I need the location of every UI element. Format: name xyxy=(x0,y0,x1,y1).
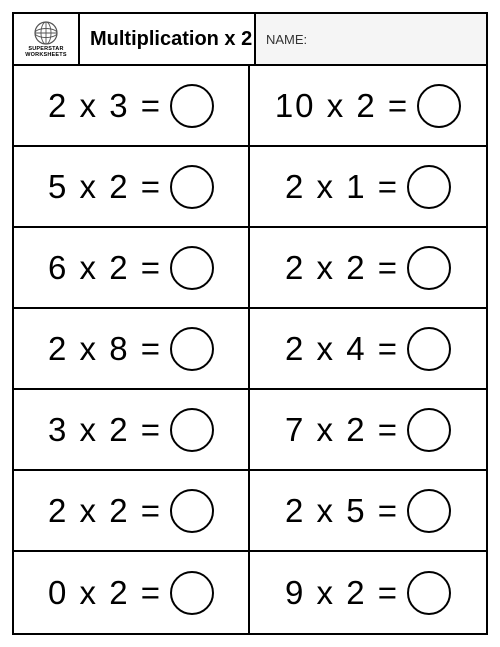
problem-cell: 9 x 2 = xyxy=(250,552,486,633)
problem-cell: 2 x 3 = xyxy=(14,66,250,147)
equation-text: 7 x 2 = xyxy=(285,411,399,449)
answer-circle[interactable] xyxy=(170,489,214,533)
problem-cell: 2 x 5 = xyxy=(250,471,486,552)
answer-circle[interactable] xyxy=(407,571,451,615)
problem-cell: 5 x 2 = xyxy=(14,147,250,228)
answer-circle[interactable] xyxy=(170,408,214,452)
name-field[interactable]: NAME: xyxy=(256,14,486,64)
logo-cell: SUPERSTAR WORKSHEETS xyxy=(14,14,80,64)
equation-text: 3 x 2 = xyxy=(48,411,162,449)
answer-circle[interactable] xyxy=(170,246,214,290)
answer-circle[interactable] xyxy=(170,165,214,209)
problem-cell: 2 x 1 = xyxy=(250,147,486,228)
problem-cell: 0 x 2 = xyxy=(14,552,250,633)
answer-circle[interactable] xyxy=(407,408,451,452)
problem-cell: 2 x 4 = xyxy=(250,309,486,390)
problem-grid: 2 x 3 = 10 x 2 = 5 x 2 = 2 x 1 = 6 x 2 = 2 x … xyxy=(14,66,486,633)
worksheet: SUPERSTAR WORKSHEETS Multiplication x 2 … xyxy=(12,12,488,635)
equation-text: 2 x 2 = xyxy=(285,249,399,287)
equation-text: 5 x 2 = xyxy=(48,168,162,206)
equation-text: 2 x 5 = xyxy=(285,492,399,530)
name-label: NAME: xyxy=(266,32,307,47)
equation-text: 2 x 1 = xyxy=(285,168,399,206)
answer-circle[interactable] xyxy=(407,246,451,290)
globe-icon xyxy=(33,20,59,46)
header-row: SUPERSTAR WORKSHEETS Multiplication x 2 … xyxy=(14,14,486,66)
equation-text: 2 x 3 = xyxy=(48,87,162,125)
problem-cell: 2 x 2 = xyxy=(250,228,486,309)
logo-text: SUPERSTAR WORKSHEETS xyxy=(25,47,66,59)
answer-circle[interactable] xyxy=(170,327,214,371)
problem-cell: 10 x 2 = xyxy=(250,66,486,147)
equation-text: 2 x 2 = xyxy=(48,492,162,530)
answer-circle[interactable] xyxy=(407,489,451,533)
worksheet-title: Multiplication x 2 xyxy=(80,14,256,64)
equation-text: 2 x 8 = xyxy=(48,330,162,368)
answer-circle[interactable] xyxy=(417,84,461,128)
problem-cell: 6 x 2 = xyxy=(14,228,250,309)
answer-circle[interactable] xyxy=(407,165,451,209)
problem-cell: 2 x 8 = xyxy=(14,309,250,390)
answer-circle[interactable] xyxy=(407,327,451,371)
equation-text: 9 x 2 = xyxy=(285,574,399,612)
equation-text: 10 x 2 = xyxy=(275,87,409,125)
problem-cell: 2 x 2 = xyxy=(14,471,250,552)
answer-circle[interactable] xyxy=(170,84,214,128)
equation-text: 2 x 4 = xyxy=(285,330,399,368)
equation-text: 6 x 2 = xyxy=(48,249,162,287)
equation-text: 0 x 2 = xyxy=(48,574,162,612)
answer-circle[interactable] xyxy=(170,571,214,615)
problem-cell: 7 x 2 = xyxy=(250,390,486,471)
logo-line2: WORKSHEETS xyxy=(25,53,66,59)
problem-cell: 3 x 2 = xyxy=(14,390,250,471)
